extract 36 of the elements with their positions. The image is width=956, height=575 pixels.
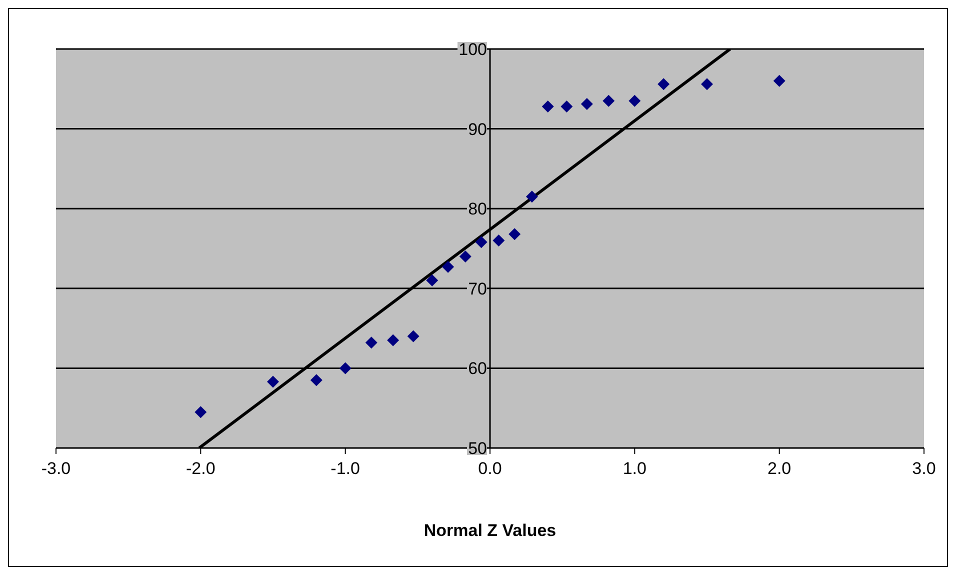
point [407,330,420,342]
x-tick-label: 0.0 [478,459,502,478]
point [701,78,713,90]
point [492,234,505,247]
y-tick-label: 50 [468,439,487,458]
point [628,94,641,107]
point [602,94,615,107]
point [773,74,786,87]
y-tick-label: 60 [468,359,487,378]
point [459,250,472,262]
point [194,406,207,418]
y-tick-label: 90 [468,120,487,139]
x-tick-label: 3.0 [912,459,936,478]
y-tick-label: 70 [468,279,487,298]
y-tick-label: 100 [458,40,487,59]
point [310,374,322,386]
point [560,100,573,112]
point [426,274,438,286]
x-axis-title: Normal Z Values [424,521,556,540]
x-tick-label: 2.0 [768,459,792,478]
x-tick-label: -3.0 [41,459,71,478]
y-tick-label: 80 [468,200,487,219]
x-tick-label: -1.0 [330,459,360,478]
point [442,260,454,273]
point [365,336,378,349]
point [526,190,538,203]
point [387,334,400,346]
point [339,362,352,374]
point [580,98,593,110]
point [658,78,670,90]
point [508,228,521,240]
point [542,100,554,112]
point [475,236,488,248]
x-tick-label: 1.0 [622,459,646,478]
point [267,376,279,388]
x-tick-label: -2.0 [186,459,216,478]
